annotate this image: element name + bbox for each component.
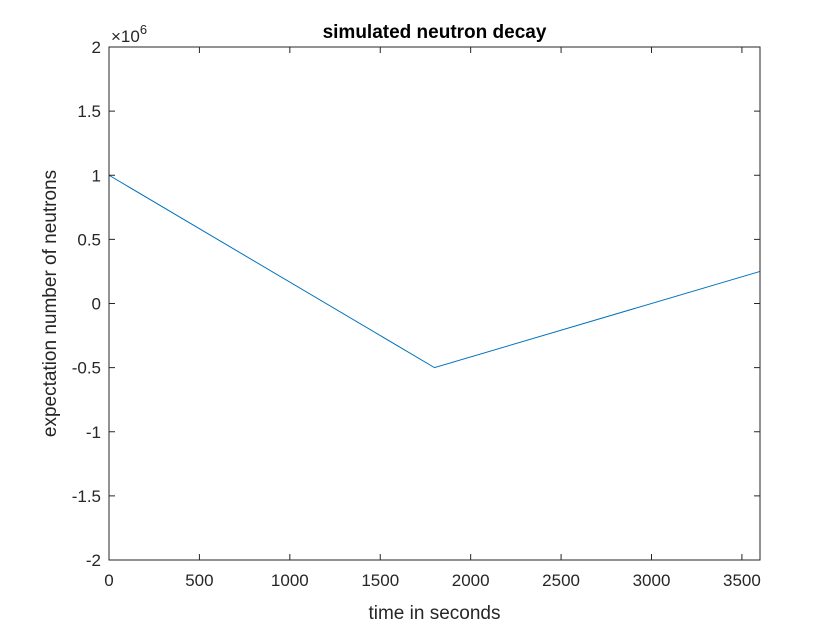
y-tick-label: 1 (92, 166, 101, 185)
x-axis-label: time in seconds (368, 603, 500, 624)
chart-title: simulated neutron decay (323, 22, 547, 43)
series-layer (108, 174, 761, 369)
y-tick-label: 2 (92, 38, 101, 57)
y-tick-label: -1.5 (72, 487, 101, 506)
x-tick-label: 2000 (452, 571, 490, 590)
axes-box (108, 46, 761, 561)
y-exponent-power: 6 (140, 22, 147, 37)
series-line (108, 174, 761, 369)
y-tick-labels: -2 -1.5 -1 -0.5 0 0.5 1 1.5 2 (72, 38, 101, 570)
x-tick-label: 1500 (361, 571, 399, 590)
x-tick-labels: 0 500 1000 1500 2000 2500 3000 3500 (104, 571, 761, 590)
y-exponent-label: ×106 (111, 22, 147, 46)
y-tick-label: 1.5 (77, 102, 101, 121)
x-tick-label: 0 (104, 571, 113, 590)
x-tick-label: 1000 (271, 571, 309, 590)
x-tick-label: 3500 (723, 571, 761, 590)
plot-background (109, 47, 760, 560)
y-tick-label: -2 (86, 551, 101, 570)
x-tick-label: 3000 (633, 571, 671, 590)
y-tick-label: 0.5 (77, 230, 101, 249)
x-tick-label: 500 (185, 571, 213, 590)
y-axis-label: expectation number of neutrons (40, 170, 61, 437)
x-tick-label: 2500 (542, 571, 580, 590)
y-tick-label: 0 (92, 295, 101, 314)
y-exponent-base: ×10 (111, 27, 140, 46)
y-tick-label: -1 (86, 423, 101, 442)
y-tick-label: -0.5 (72, 359, 101, 378)
